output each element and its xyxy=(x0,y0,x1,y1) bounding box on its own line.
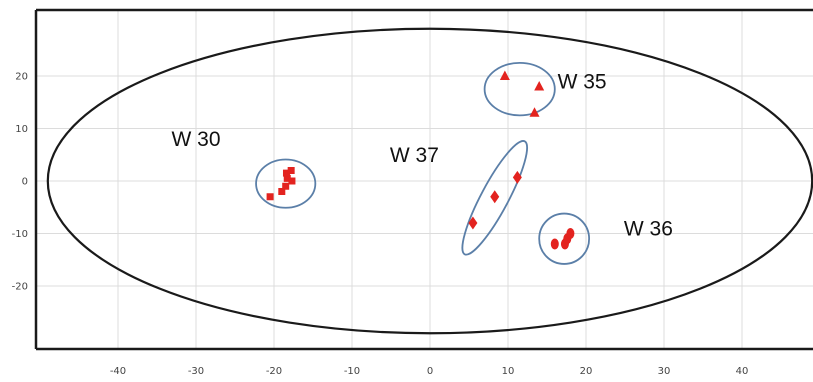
data-point-w37 xyxy=(468,216,478,230)
data-point-w30 xyxy=(266,193,274,201)
x-tick-label: -20 xyxy=(266,366,282,377)
group-label-w30: W 30 xyxy=(171,128,220,151)
group-labels: W 30 W 35 W 36 W 37 xyxy=(171,70,672,240)
cluster-outline-w37 xyxy=(461,140,528,256)
data-point-w35 xyxy=(499,70,510,80)
x-tick-label: 20 xyxy=(580,366,593,377)
y-tick-label: 20 xyxy=(15,72,28,83)
data-point-w37 xyxy=(512,170,522,184)
data-point-w35 xyxy=(529,107,540,117)
tick-labels: -40 -30 -20 -10 0 10 20 30 40 20 10 0 -10 -20 xyxy=(12,72,749,378)
x-tick-label: 0 xyxy=(427,366,433,377)
y-tick-label: 0 xyxy=(22,177,28,188)
cluster-outline-w35 xyxy=(483,61,556,117)
data-point-w35 xyxy=(534,81,545,91)
cluster-outline-w36 xyxy=(538,212,591,265)
grid-lines xyxy=(36,10,813,349)
data-point-w37 xyxy=(490,190,500,204)
cluster-outlines xyxy=(255,61,591,265)
group-label-w35: W 35 xyxy=(558,70,607,93)
data-point-w30 xyxy=(278,188,286,195)
group-label-w36: W 36 xyxy=(624,217,673,240)
data-point-w30 xyxy=(282,169,290,177)
x-tick-label: -30 xyxy=(188,366,204,377)
data-point-w30 xyxy=(283,174,291,182)
x-tick-label: -40 xyxy=(110,366,126,377)
group-label-w37: W 37 xyxy=(390,144,439,167)
y-tick-label: -10 xyxy=(12,229,28,240)
confidence-ellipse-group xyxy=(46,27,813,335)
y-tick-label: -20 xyxy=(12,282,28,293)
cluster-outline-w30 xyxy=(255,158,317,209)
x-tick-label: 40 xyxy=(736,366,749,377)
data-point-w36 xyxy=(566,228,575,239)
data-point-w30 xyxy=(287,167,295,174)
y-tick-label: 10 xyxy=(15,124,28,135)
data-point-w30 xyxy=(282,182,290,190)
data-points xyxy=(266,70,575,250)
x-tick-label: -10 xyxy=(344,366,360,377)
confidence-ellipse xyxy=(46,27,813,335)
x-tick-label: 30 xyxy=(658,366,671,377)
data-point-w36 xyxy=(550,238,559,250)
data-point-w30 xyxy=(288,177,296,185)
x-tick-label: 10 xyxy=(502,366,515,377)
